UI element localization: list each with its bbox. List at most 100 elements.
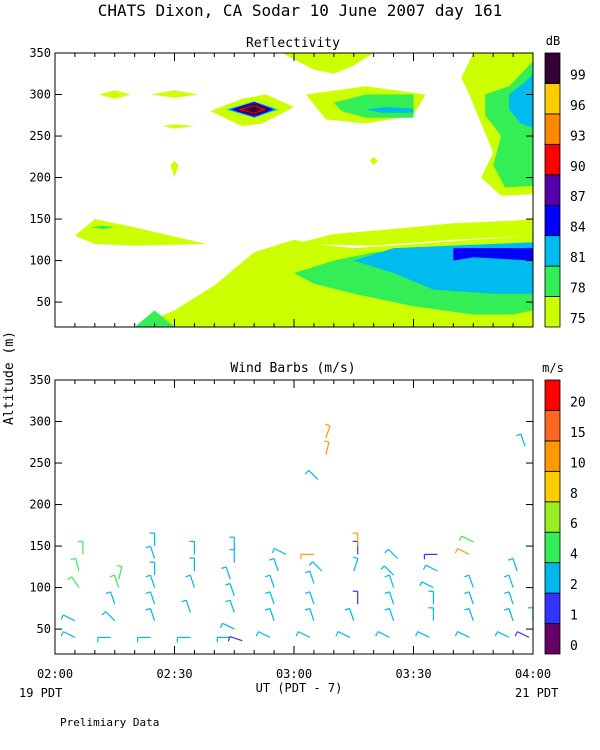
wind-barb [422,564,438,572]
x-tick-label: 02:30 [156,667,192,681]
wind-barb [504,607,514,621]
y-tick-label: 150 [29,212,51,226]
reflectivity-title: Reflectivity [246,36,340,51]
wind-barb [494,631,510,638]
wind-barb [265,574,275,588]
wind-colorbar-swatch [544,470,561,503]
wind-barbs [60,423,534,643]
wind-barb [181,599,191,613]
wind-colorbar-label: 1 [570,609,578,624]
reflectivity-region-81db-19 [365,107,414,113]
reflectivity-region-75db-7 [170,160,179,178]
wind-barb [352,590,359,605]
wind-barb [225,599,235,613]
wind-barb [227,636,243,642]
wind-barb [225,582,235,597]
reflectivity-region-75db-8 [369,156,378,166]
wind-barb [380,565,395,576]
y-tick-label: 200 [29,171,51,185]
y-tick-label: 100 [29,581,51,595]
reflectivity-region-75db-2 [294,219,533,246]
wind-barb [325,423,331,439]
x-left-label: 19 PDT [19,686,62,700]
wind-barb [419,581,434,589]
wind-barb [60,631,76,638]
x-tick-label: 03:30 [395,667,431,681]
y-axis-label: Altitude (m) [2,331,17,425]
wind-barb [428,590,434,605]
wind-barb [189,557,195,571]
reflectivity-colorbar-swatch [544,83,561,115]
reflectivity-region-84db-21 [453,248,533,261]
reflectivity-region-81db-20 [509,73,533,128]
wind-colorbar-swatch [544,440,561,472]
wind-barb [428,607,434,621]
reflectivity-region-78db-17 [90,225,115,229]
wind-barb [97,636,111,643]
wind-colorbar-swatch [544,379,561,411]
wind-colorbar-label: 10 [570,456,586,471]
wind-barb [304,469,319,481]
reflectivity-region-99db-28 [242,106,263,113]
x-axis-label: UT (PDT - 7) [256,681,343,695]
wind-axes: 50 100 150 200 250 300 350 [29,373,534,654]
y-tick-label: 350 [29,373,51,387]
wind-colorbar-label: 0 [570,639,578,654]
y-tick-label: 50 [37,622,51,636]
wind-barb [423,553,438,560]
reflectivity-colorbar-swatch [544,143,561,176]
wind-barb [352,532,359,547]
y-tick-label: 150 [29,539,51,553]
wind-barb [189,540,195,555]
reflectivity-region-78db-13 [134,310,175,327]
wind-barb [176,636,191,643]
wind-frame [54,379,534,655]
reflectivity-colorbar-label: 81 [570,251,586,266]
wind-barb [304,570,315,584]
reflectivity-colorbar-swatch [544,113,561,145]
wind-barb [145,591,156,605]
reflectivity-region-75db-6 [162,124,195,129]
wind-colorbar-swatch [544,501,561,533]
wind-units: m/s [542,361,564,375]
wind-barb [229,536,235,551]
wind-barb [454,547,470,555]
wind-colorbar-label: 4 [570,548,578,563]
reflectivity-colorbar-swatch [544,235,561,267]
wind-barb [116,564,123,580]
wind-barb [352,556,359,572]
reflectivity-colorbar-label: 87 [570,190,586,205]
reflectivity-colorbar-swatch [544,174,561,206]
wind-barb [344,607,355,621]
y-tick-label: 300 [29,415,51,429]
y-tick-label: 50 [37,295,51,309]
reflectivity-contours [55,53,533,327]
wind-barb [60,614,76,622]
wind-barb [67,576,80,588]
wind-barb [229,549,235,563]
wind-barb [105,591,116,605]
y-tick-label: 100 [29,254,51,268]
wind-colorbar-label: 6 [570,517,578,532]
y-tick-label: 250 [29,456,51,470]
wind-colorbar-swatch [544,623,561,655]
wind-barb [149,561,156,576]
wind-barb [149,532,156,547]
reflectivity-colorbar-label: 93 [570,129,586,144]
wind-barb [265,607,275,621]
wind-barb [384,591,395,605]
wind-colorbar-label: 15 [570,426,586,441]
y-tick-label: 350 [29,46,51,60]
y-tick-label: 250 [29,129,51,143]
wind-barb [109,574,120,588]
wind-barb [504,574,514,588]
reflectivity-colorbar-label: 78 [570,282,586,297]
wind-barb [77,540,84,555]
wind-barb [216,636,231,643]
reflectivity-axes: 50 100 150 200 250 300 350 [29,46,534,327]
wind-barb [458,535,474,543]
wind-barb [464,607,474,621]
reflectivity-units: dB [546,34,560,48]
